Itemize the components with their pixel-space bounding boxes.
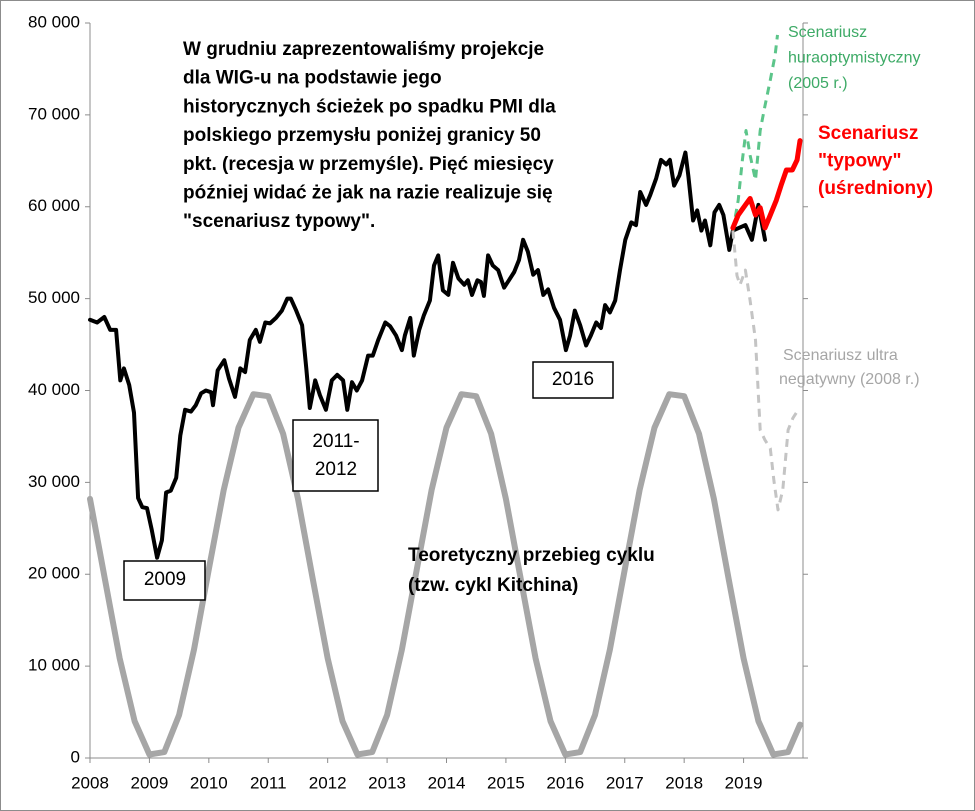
x-tick-label: 2009 xyxy=(131,773,169,792)
y-tick-label: 70 000 xyxy=(28,104,80,123)
y-tick-label: 10 000 xyxy=(28,656,80,675)
annotation-text: 2016 xyxy=(552,369,594,390)
annotation-text: W grudniu zaprezentowaliśmy projekcje xyxy=(183,39,544,60)
annotation-text: polskiego przemysłu poniżej granicy 50 xyxy=(183,125,541,146)
annotation-text: (2005 r.) xyxy=(788,75,848,92)
x-tick-label: 2010 xyxy=(190,773,228,792)
annotation-text: 2009 xyxy=(144,569,186,590)
y-tick-label: 80 000 xyxy=(28,12,80,31)
y-tick-label: 60 000 xyxy=(28,196,80,215)
series-line xyxy=(731,230,800,512)
annotation-text: Scenariusz ultra xyxy=(783,347,898,364)
series-line xyxy=(730,138,803,231)
annotation-text: Scenariusz xyxy=(788,24,867,41)
x-tick-label: 2012 xyxy=(309,773,347,792)
annotations: W grudniu zaprezentowaliśmy projekcje dla… xyxy=(123,24,933,601)
x-tick-label: 2019 xyxy=(725,773,763,792)
annotation-box xyxy=(532,361,614,399)
x-tick-label: 2018 xyxy=(665,773,703,792)
annotation-text: "scenariusz typowy". xyxy=(183,211,375,232)
x-tick-label: 2008 xyxy=(71,773,109,792)
annotation-text: później widać że jak na razie realizuje … xyxy=(183,183,553,204)
annotation-box xyxy=(292,419,379,492)
annotation-box xyxy=(123,560,206,601)
annotation-text: 2011- xyxy=(312,431,359,452)
y-tick-label: 50 000 xyxy=(28,288,80,307)
x-tick-label: 2015 xyxy=(487,773,525,792)
x-tick-label: 2014 xyxy=(428,773,466,792)
x-tick-label: 2013 xyxy=(368,773,406,792)
annotation-text: (uśredniony) xyxy=(818,178,933,199)
annotation-text: historycznych ścieżek po spadku PMI dla xyxy=(183,96,556,117)
plot-area: 0 10 000 20 000 30 000 40 000 50 000 60 000 70 … xyxy=(28,12,808,792)
annotation-text: (tzw. cykl Kitchina) xyxy=(408,575,578,596)
annotation-text: 2012 xyxy=(315,459,357,480)
x-tick-label: 2011 xyxy=(250,773,287,792)
annotation-text: pkt. (recesja w przemyśle). Pięć miesięc… xyxy=(183,154,554,175)
y-tick-label: 40 000 xyxy=(28,380,80,399)
annotation-text: dla WIG-u na podstawie jego xyxy=(183,68,442,89)
series-line xyxy=(88,150,767,560)
annotation-text: Teoretyczny przebieg cyklu xyxy=(408,545,655,566)
series-line xyxy=(87,391,803,758)
x-tick-label: 2016 xyxy=(546,773,584,792)
annotation-text: Scenariusz xyxy=(818,123,918,144)
series-line xyxy=(731,34,779,231)
annotation-text: negatywny (2008 r.) xyxy=(779,371,920,388)
y-tick-label: 30 000 xyxy=(28,472,80,491)
x-tick-label: 2017 xyxy=(606,773,644,792)
y-tick-label: 20 000 xyxy=(28,564,80,583)
annotation-text: "typowy" xyxy=(818,151,901,172)
annotation-text: huraoptymistyczny xyxy=(788,50,921,67)
y-tick-label: 0 xyxy=(71,747,80,766)
